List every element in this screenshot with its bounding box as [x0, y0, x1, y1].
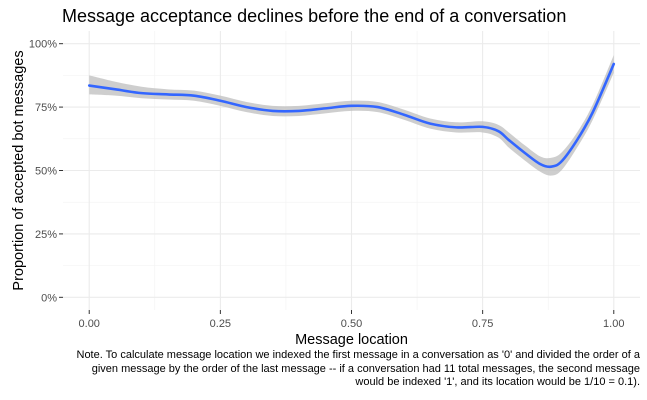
y-tick-label: 100% [29, 39, 57, 51]
confidence-band [89, 55, 614, 176]
y-tick-label: 25% [35, 229, 57, 241]
major-gridlines [63, 31, 640, 310]
x-tick-label: 0.50 [341, 318, 362, 330]
x-tick-label: 0.25 [210, 318, 231, 330]
y-tick-label: 50% [35, 166, 57, 178]
x-axis-ticks: 0.00 0.25 0.50 0.75 1.00 [79, 310, 624, 330]
chart-title: Message acceptance declines before the e… [62, 6, 567, 26]
y-tick-label: 75% [35, 102, 57, 114]
x-axis-title: Message location [295, 332, 408, 348]
y-axis-title: Proportion of accepted bot messages [11, 50, 27, 290]
smoothed-trend-line [87, 62, 616, 169]
y-axis-ticks: 0% 25% 50% 75% 100% [29, 39, 63, 304]
x-tick-label: 0.00 [79, 318, 100, 330]
x-tick-label: 1.00 [603, 318, 624, 330]
chart-note: Note. To calculate message location we i… [76, 349, 641, 388]
x-tick-label: 0.75 [472, 318, 493, 330]
y-tick-label: 0% [41, 292, 57, 304]
